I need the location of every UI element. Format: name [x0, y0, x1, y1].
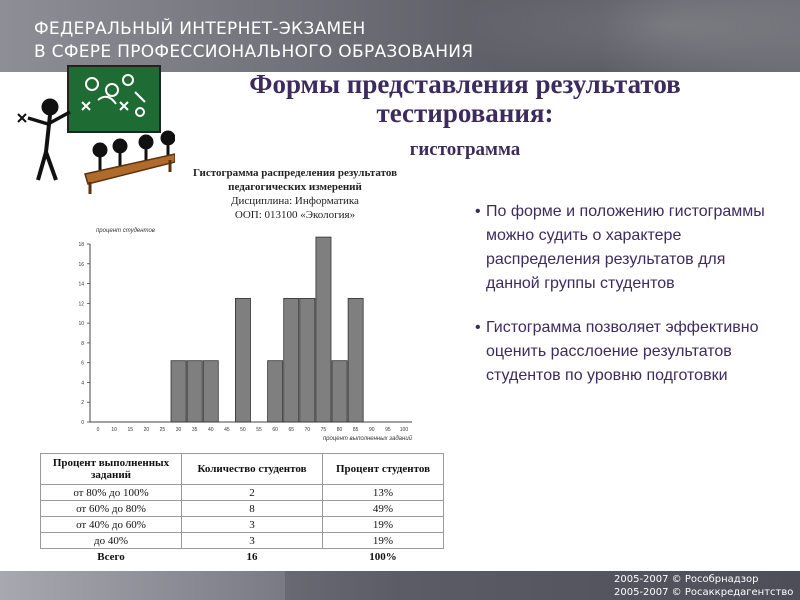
y-tick-label: 18: [78, 242, 84, 248]
x-tick-label: 100: [400, 427, 409, 433]
y-tick-label: 10: [78, 321, 84, 327]
teacher-students-clipart: [17, 65, 175, 194]
histogram-chart: процент студентов 0 2 4 6 8 10 12 14 16 18 0 10 15 20 2…: [78, 228, 413, 442]
table-cell: 2: [181, 484, 323, 501]
histogram-bar: [267, 360, 284, 423]
table-cell: 8: [181, 500, 323, 517]
slide-subtitle: гистограмма: [409, 139, 521, 160]
header-banner: ФЕДЕРАЛЬНЫЙ ИНТЕРНЕТ-ЭКЗАМЕН В СФЕРЕ ПРО…: [0, 0, 800, 72]
x-tick-label: 50: [240, 427, 246, 433]
x-tick-label: 15: [127, 427, 133, 433]
bullet-dot-icon: •: [475, 319, 481, 336]
chart-caption-line-2: педагогических измерений: [228, 181, 362, 193]
footer-line-1: 2005-2007 © Рособрнадзор: [614, 574, 759, 585]
x-tick-label: 65: [288, 427, 294, 433]
histogram-bar: [299, 297, 316, 423]
x-tick-label: 40: [208, 427, 214, 433]
bullet-dot-icon: •: [475, 203, 481, 220]
y-tick-label: 16: [78, 262, 84, 268]
chart-caption-line-1: Гистограмма распределения результатов: [192, 167, 398, 179]
histogram-bar: [347, 297, 364, 423]
table-cell: Всего: [40, 548, 182, 564]
x-tick-label: 70: [305, 427, 311, 433]
chart-caption-line-3: Дисциплина: Информатика: [231, 195, 359, 207]
x-tick-label: 60: [272, 427, 278, 433]
footer-strip: [0, 571, 285, 600]
x-tick-label: 35: [192, 427, 198, 433]
header-line-2: В СФЕРЕ ПРОФЕССИОНАЛЬНОГО ОБРАЗОВАНИЯ: [34, 42, 474, 62]
table-header-cell: Процент студентов: [322, 453, 444, 485]
x-tick-label: 10: [111, 427, 117, 433]
x-tick-label: 0: [97, 427, 100, 433]
x-tick-label: 55: [256, 427, 262, 433]
table-row: до 40% 3 19%: [40, 532, 444, 549]
table-cell: 3: [181, 532, 323, 549]
results-table: Процент выполненных заданий Количество с…: [40, 453, 444, 564]
x-tick-label: 45: [224, 427, 230, 433]
y-tick-label: 6: [81, 361, 84, 367]
y-tick-label: 2: [81, 400, 84, 406]
x-tick-label: 90: [369, 427, 375, 433]
slide-title: Формы представления результатов тестиров…: [200, 70, 730, 128]
table-header-cell: Количество студентов: [181, 453, 323, 485]
bullet-text-2: Гистограмма позволяет эффективно оценить…: [486, 319, 759, 384]
x-tick-label: 95: [385, 427, 391, 433]
histogram-bar: [331, 360, 348, 423]
x-tick-label: 85: [353, 427, 359, 433]
histogram-bar: [202, 360, 219, 423]
table-header-cell: Процент выполненных заданий: [40, 453, 182, 485]
y-tick-label: 4: [81, 380, 84, 386]
histogram-bar: [170, 360, 187, 423]
y-axis-label: процент студентов: [96, 228, 155, 234]
x-tick-label: 20: [144, 427, 150, 433]
x-tick-label: 80: [337, 427, 343, 433]
histogram-bar: [186, 360, 203, 423]
table-cell: до 40%: [40, 532, 182, 549]
slide-title-line-1: Формы представления результатов: [249, 69, 681, 99]
chart-caption-line-4: ООП: 013100 «Экология»: [234, 209, 356, 221]
bullet-text-1: По форме и положению гистограммы можно с…: [486, 203, 765, 292]
x-tick-label: 30: [176, 427, 182, 433]
table-cell: от 60% до 80%: [40, 500, 182, 517]
table-cell: 3: [181, 516, 323, 533]
slide-title-line-2: тестирования:: [376, 98, 554, 128]
histogram-bar: [283, 297, 300, 423]
bullet-item: • Гистограмма позволяет эффективно оценит…: [475, 316, 778, 388]
table-cell: 100%: [322, 548, 444, 564]
table-total-row: Всего 16 100%: [40, 548, 444, 564]
table-header-row: Процент выполненных заданий Количество с…: [40, 453, 444, 485]
footer-banner: 2005-2007 © Рособрнадзор 2005-2007 © Рос…: [0, 571, 800, 600]
header-sheen: [420, 0, 800, 72]
table-cell: 16: [181, 548, 323, 564]
y-tick-label: 14: [78, 282, 84, 288]
table-row: от 80% до 100% 2 13%: [40, 484, 444, 501]
footer-line-2: 2005-2007 © Росаккредагентство: [614, 587, 794, 598]
x-axis-label: процент выполненных заданий: [323, 435, 413, 442]
y-tick-label: 12: [78, 301, 84, 307]
histogram-bar: [234, 297, 251, 423]
table-cell: 19%: [322, 532, 444, 549]
y-tick-label: 8: [81, 341, 84, 347]
x-tick-label: 75: [321, 427, 327, 433]
x-tick-label: 25: [160, 427, 166, 433]
header-line-1: ФЕДЕРАЛЬНЫЙ ИНТЕРНЕТ-ЭКЗАМЕН: [34, 19, 366, 39]
table-row: от 40% до 60% 3 19%: [40, 516, 444, 533]
bullet-item: • По форме и положению гистограммы можно …: [475, 200, 778, 296]
table-cell: 13%: [322, 484, 444, 501]
bullet-list: • По форме и положению гистограммы можно …: [475, 200, 778, 408]
histogram-bar: [315, 236, 332, 423]
table-row: от 60% до 80% 8 49%: [40, 500, 444, 517]
table-cell: 19%: [322, 516, 444, 533]
table-cell: от 40% до 60%: [40, 516, 182, 533]
table-cell: 49%: [322, 500, 444, 517]
y-tick-label: 0: [81, 420, 84, 426]
table-cell: от 80% до 100%: [40, 484, 182, 501]
